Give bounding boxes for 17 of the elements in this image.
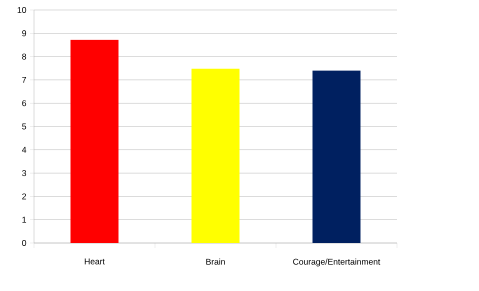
y-tick-label: 9	[22, 30, 26, 36]
y-tick-label: 0	[22, 240, 26, 246]
y-tick-label: 8	[22, 54, 26, 60]
y-tick-label: 5	[22, 124, 26, 130]
y-tick-label: 10	[18, 7, 26, 13]
bar	[192, 68, 240, 243]
x-tick-label: Courage/Entertainment	[293, 258, 380, 266]
y-tick-label: 1	[22, 216, 26, 223]
y-tick-label: 6	[22, 100, 26, 106]
bar	[70, 40, 118, 243]
x-tick-label: Brain	[206, 258, 225, 265]
y-tick-label: 3	[22, 170, 26, 176]
x-tick-label: Heart	[84, 258, 105, 264]
y-tick-label: 4	[22, 146, 26, 153]
bar	[312, 70, 360, 243]
y-tick-label: 2	[22, 193, 26, 200]
y-tick-label: 7	[22, 76, 26, 83]
